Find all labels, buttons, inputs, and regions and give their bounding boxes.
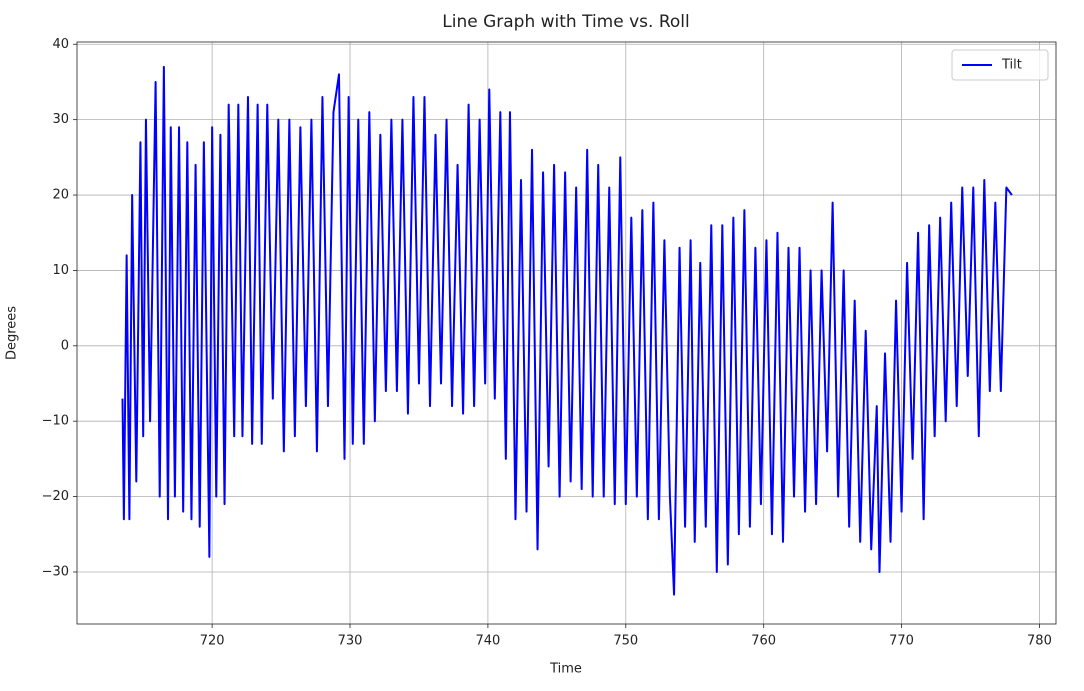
y-tick-label: −20 [42, 489, 69, 504]
x-tick-label: 780 [1027, 634, 1052, 649]
y-tick-label: 30 [52, 112, 69, 127]
y-tick-label: 10 [52, 263, 69, 278]
y-tick-label: 40 [52, 37, 69, 52]
data-line [121, 65, 1013, 596]
y-axis-label: Degrees [5, 306, 20, 360]
y-tick-label: 0 [61, 338, 69, 353]
x-tick-label: 770 [889, 634, 914, 649]
x-tick-label: 750 [613, 634, 638, 649]
x-tick-label: 760 [751, 634, 776, 649]
y-tick-label: −30 [42, 564, 69, 579]
x-tick-label: 730 [338, 634, 363, 649]
x-axis-label: Time [549, 662, 582, 677]
legend-label: Tilt [1001, 58, 1022, 73]
legend-box [951, 49, 1049, 81]
y-tick-label: −10 [42, 414, 69, 429]
chart-title: Line Graph with Time vs. Roll [442, 12, 689, 32]
x-tick-label: 740 [475, 634, 500, 649]
plot-frame [76, 41, 1057, 625]
x-tick-label: 720 [200, 634, 225, 649]
y-tick-label: 20 [52, 188, 69, 203]
